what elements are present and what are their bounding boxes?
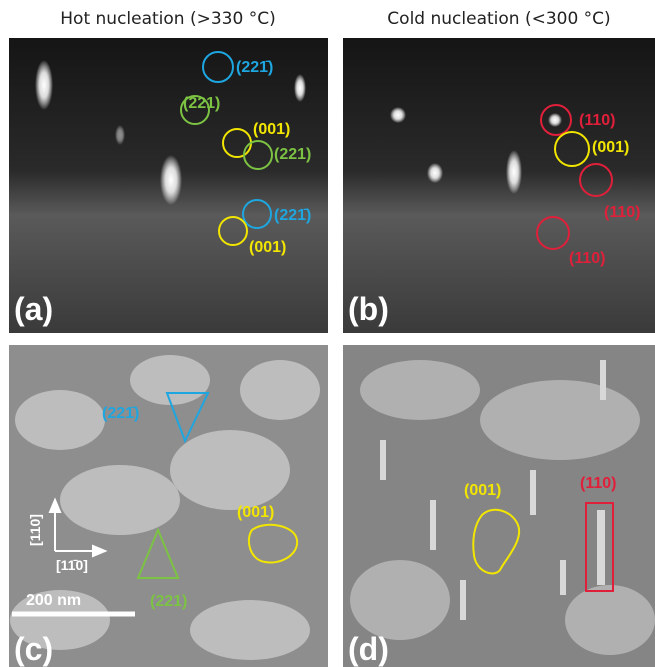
label: (110) — [604, 204, 640, 221]
panel-letter: (d) — [348, 631, 389, 667]
label: (221̄) — [274, 207, 311, 224]
label: (110) — [569, 250, 605, 267]
scale-bar: 200 nm — [26, 592, 81, 609]
label: (001) — [249, 239, 286, 256]
figure: Hot nucleation (>330 °C) Cold nucleation… — [0, 0, 655, 667]
label: (110) — [580, 475, 616, 492]
label: (221) — [274, 146, 311, 163]
label: (221) — [183, 95, 220, 112]
panel-letter: (c) — [14, 631, 53, 667]
panel-d: (001) (110) (d) — [343, 345, 655, 667]
label: (001) — [592, 139, 629, 156]
label: (001) — [464, 482, 501, 499]
label: (221̄) — [236, 59, 273, 76]
panel-letter: (a) — [14, 291, 53, 327]
title: Cold nucleation (<300 °C) — [387, 9, 610, 29]
panel-c: (221̄) (001) (221) [110] [11̄0] 200 nm (… — [9, 345, 328, 667]
axis-label: [11̄0] — [56, 557, 88, 573]
panel-a: (221̄) (221) (001) (221) (221̄) (001) (a… — [9, 38, 328, 333]
label: (001) — [237, 504, 274, 521]
label: (221) — [150, 593, 187, 610]
label: (001) — [253, 121, 290, 138]
axis-label: [110] — [27, 514, 43, 546]
panel-b: (110) (001) (110) (110) (b) — [343, 38, 655, 333]
panel-letter: (b) — [348, 291, 389, 327]
label: (221̄) — [102, 405, 139, 422]
title: Hot nucleation (>330 °C) — [60, 9, 275, 29]
label: (110) — [579, 112, 615, 129]
